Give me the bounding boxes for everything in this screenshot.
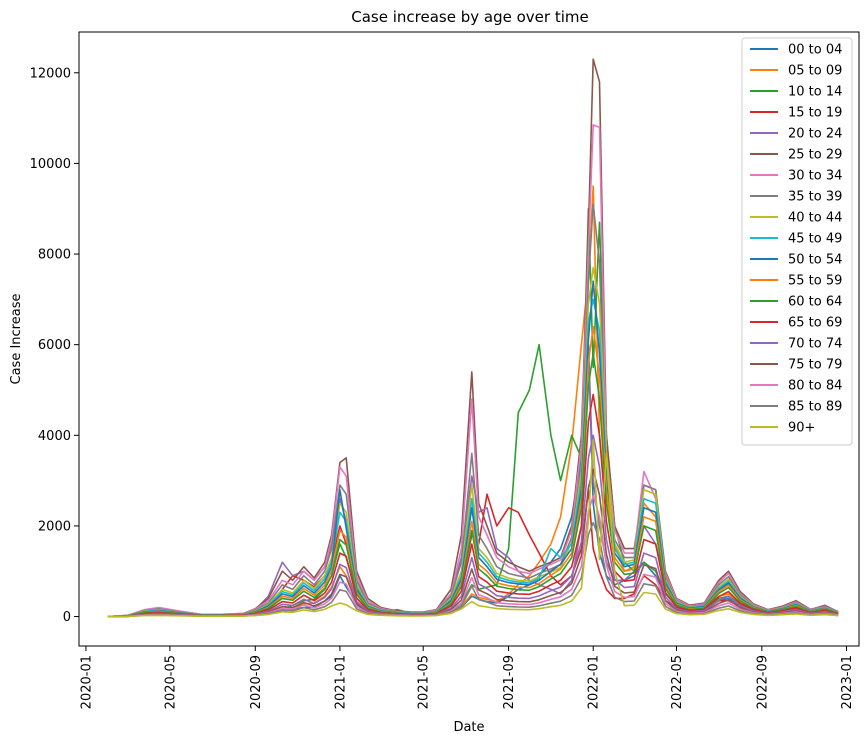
legend-label-10: 50 to 54	[788, 253, 842, 268]
y-tick-label-4: 8000	[38, 248, 71, 263]
legend-label-9: 45 to 49	[788, 232, 842, 247]
series-line-5	[107, 58, 839, 618]
legend-label-11: 55 to 59	[788, 274, 842, 289]
series-line-7	[107, 203, 839, 618]
x-tick-label-0: 2020-01	[79, 655, 94, 709]
plot-area	[107, 58, 839, 618]
legend-label-2: 10 to 14	[788, 85, 842, 100]
series-line-14	[107, 434, 839, 618]
legend-label-5: 25 to 29	[788, 148, 842, 163]
legend-label-0: 00 to 04	[788, 43, 842, 58]
legend-label-4: 20 to 24	[788, 127, 842, 142]
x-tick-label-1: 2020-05	[163, 655, 178, 709]
legend-label-12: 60 to 64	[788, 295, 842, 310]
series-line-16	[107, 495, 839, 618]
legend-label-18: 90+	[788, 421, 815, 436]
y-axis-label: Case Increase	[9, 294, 24, 385]
x-tick-label-8: 2022-09	[755, 655, 770, 709]
x-tick-label-9: 2023-01	[840, 655, 855, 709]
series-line-10	[107, 280, 839, 618]
y-tick-label-3: 6000	[38, 338, 71, 353]
legend-label-6: 30 to 34	[788, 169, 842, 184]
legend-label-8: 40 to 44	[788, 211, 842, 226]
legend-label-16: 80 to 84	[788, 379, 842, 394]
chart-title: Case increase by age over time	[351, 8, 588, 26]
series-line-12	[107, 352, 839, 618]
legend-label-7: 35 to 39	[788, 190, 842, 205]
legend: 00 to 04 05 to 09 10 to 14 15 to 19 20 to 24…	[741, 37, 853, 446]
x-tick-label-3: 2021-01	[333, 655, 348, 709]
x-tick-label-5: 2021-09	[502, 655, 517, 709]
legend-label-17: 85 to 89	[788, 400, 842, 415]
legend-label-15: 75 to 79	[788, 358, 842, 373]
series-line-13	[107, 393, 839, 618]
series-line-6	[107, 124, 839, 618]
legend-label-1: 05 to 09	[788, 64, 842, 79]
y-axis: 0 2000 4000 6000 8000 10000 12000	[30, 66, 79, 625]
plot-frame	[78, 31, 860, 647]
legend-label-13: 65 to 69	[788, 316, 842, 331]
y-tick-label-5: 10000	[30, 157, 71, 172]
x-tick-label-6: 2022-01	[587, 655, 602, 709]
y-tick-label-1: 2000	[38, 519, 71, 534]
y-tick-label-0: 0	[63, 610, 71, 625]
x-tick-label-7: 2022-05	[670, 655, 685, 709]
legend-label-3: 15 to 19	[788, 106, 842, 121]
y-tick-label-2: 4000	[38, 429, 71, 444]
y-tick-label-6: 12000	[30, 66, 71, 81]
legend-label-14: 70 to 74	[788, 337, 842, 352]
series-line-18	[107, 438, 839, 618]
x-axis: 2020-01 2020-05 2020-09 2021-01 2021-05 2021-…	[79, 646, 855, 709]
x-tick-label-4: 2021-05	[417, 655, 432, 709]
x-axis-label: Date	[453, 720, 484, 735]
x-tick-label-2: 2020-09	[249, 655, 264, 709]
